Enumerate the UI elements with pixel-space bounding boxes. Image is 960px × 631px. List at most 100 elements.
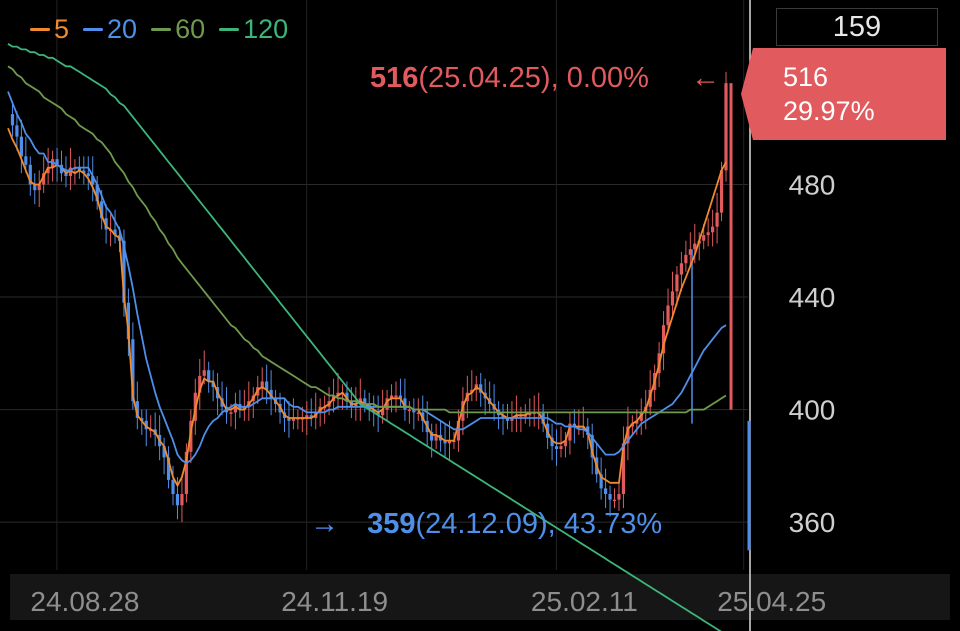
candle-body <box>50 159 55 168</box>
candle-body <box>612 499 617 502</box>
candle-body <box>363 398 367 404</box>
legend-item-ma20[interactable]: 20 <box>83 14 137 45</box>
current-price-value: 516 <box>783 62 829 92</box>
candle-body <box>635 420 639 424</box>
candle-body <box>175 494 180 506</box>
candle-body <box>42 173 46 185</box>
candle-body <box>376 412 380 416</box>
candle-body <box>603 488 608 495</box>
ma5-swatch <box>30 28 50 31</box>
candle-body <box>242 406 246 410</box>
legend-item-ma5[interactable]: 5 <box>30 14 69 45</box>
candle-body <box>679 263 684 275</box>
candle-body <box>198 375 202 393</box>
candle-body <box>104 218 108 230</box>
high-marker: 516(25.04.25), 0.00% ← <box>370 62 740 95</box>
candle-body <box>702 235 706 241</box>
ma-line-120 <box>7 43 722 631</box>
candle-body <box>568 423 572 441</box>
candle-body <box>559 446 563 449</box>
current-price-change: 29.97% <box>783 96 875 126</box>
candle-body <box>202 370 206 376</box>
legend-label-ma20: 20 <box>107 14 138 44</box>
legend: 5 20 60 120 <box>30 14 288 45</box>
candle-body <box>291 418 296 421</box>
candle-body <box>434 434 438 441</box>
candle-body <box>443 440 447 444</box>
candle-body <box>126 302 131 340</box>
candle-body <box>15 125 19 137</box>
candle-body <box>86 173 90 177</box>
candle-body <box>461 401 465 421</box>
candle-body <box>456 420 461 441</box>
candle-body <box>211 381 215 388</box>
candle-body <box>37 184 41 191</box>
candle-body <box>447 440 452 444</box>
candle-body <box>550 437 554 447</box>
candle-body <box>64 173 68 177</box>
ma120-swatch <box>219 28 240 31</box>
legend-item-ma120[interactable]: 120 <box>219 14 288 45</box>
candle-body <box>122 240 126 303</box>
ma-line-60 <box>7 65 727 414</box>
candle-body <box>626 426 630 444</box>
candle-body <box>68 167 73 177</box>
candle-body <box>100 201 104 219</box>
high-detail: (25.04.25), 0.00% <box>418 62 649 94</box>
candle-body <box>572 423 576 427</box>
legend-label-ma5: 5 <box>54 14 70 44</box>
candle-body <box>381 409 385 416</box>
candle-body <box>389 395 394 399</box>
candle-body <box>91 176 95 185</box>
ma-line-20 <box>7 91 727 465</box>
candle-body <box>430 432 434 441</box>
candle-body <box>55 159 59 165</box>
y-tick-label: 360 <box>789 507 836 538</box>
x-tick-label: 24.08.28 <box>30 586 139 617</box>
low-detail: (24.12.09), 43.73% <box>415 508 663 540</box>
candle-body <box>398 395 403 399</box>
volume-box: 159 <box>776 8 938 46</box>
candle-body <box>33 184 37 191</box>
candle-body <box>693 243 697 250</box>
candle-body <box>407 409 411 412</box>
candle-body <box>719 170 724 213</box>
candle-body <box>372 409 376 413</box>
candle-body <box>528 412 532 416</box>
candle-body <box>305 415 309 419</box>
candle-body <box>287 418 291 421</box>
candle-body <box>724 83 728 171</box>
candle-body <box>166 457 171 480</box>
candle-body <box>670 291 675 306</box>
candle-body <box>336 392 340 396</box>
candle-body <box>505 418 510 421</box>
candle-body <box>688 249 692 255</box>
candle-body <box>131 339 135 402</box>
candle-body <box>501 415 505 419</box>
ma60-swatch <box>151 28 172 31</box>
candle-body <box>233 403 238 413</box>
y-tick-label: 440 <box>789 282 836 313</box>
x-tick-label: 25.04.25 <box>717 586 826 617</box>
candle-body <box>113 229 117 236</box>
candle-body <box>171 479 175 495</box>
low-marker: → 359(24.12.09), 43.73% <box>310 508 662 541</box>
legend-label-ma120: 120 <box>243 14 289 44</box>
legend-item-ma60[interactable]: 60 <box>151 14 205 45</box>
ma-line-5 <box>7 127 727 487</box>
x-axis-panel <box>10 574 950 620</box>
candle-body <box>265 381 269 390</box>
high-value: 516 <box>370 62 419 94</box>
candle-body <box>599 474 603 489</box>
x-tick-label: 24.11.19 <box>281 586 388 617</box>
ma20-swatch <box>83 28 104 31</box>
candle-body <box>416 412 420 414</box>
candle-body <box>412 409 416 413</box>
y-tick-label: 480 <box>789 169 836 200</box>
candle-body <box>46 167 50 174</box>
current-price-box: 516 29.97% <box>741 48 946 140</box>
candle-body <box>385 398 389 410</box>
candle-body <box>95 184 99 202</box>
y-tick-label: 400 <box>789 395 836 426</box>
